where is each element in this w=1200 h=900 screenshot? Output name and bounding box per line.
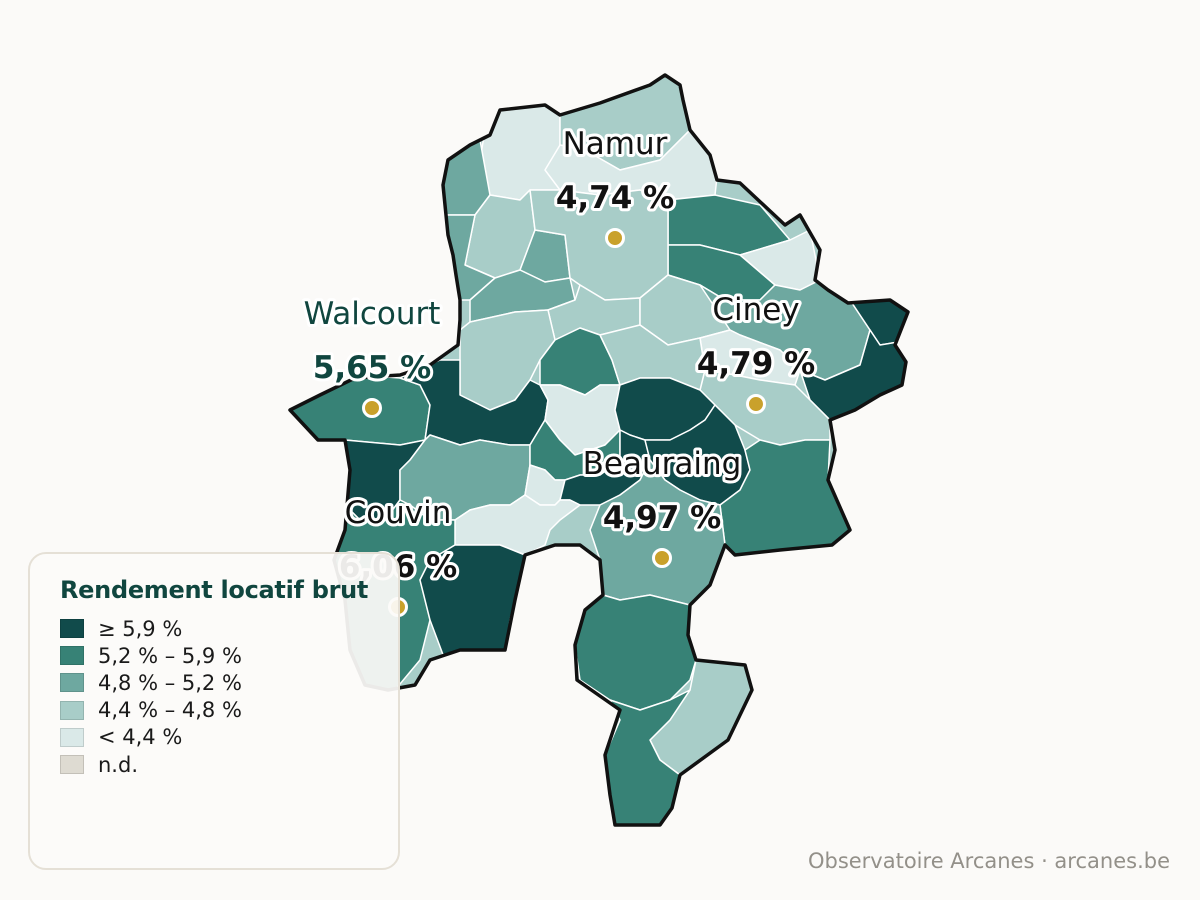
legend-item: < 4,4 % xyxy=(60,724,398,751)
legend-label: 5,2 % – 5,9 % xyxy=(98,643,242,668)
city-namur: Namur 4,74 % xyxy=(553,123,677,248)
legend-swatch xyxy=(60,700,84,720)
legend-item: 5,2 % – 5,9 % xyxy=(60,642,398,669)
city-beauraing: Beauraing 4,97 % xyxy=(580,443,744,568)
city-marker xyxy=(746,394,766,414)
city-marker xyxy=(362,398,382,418)
city-name-label: Namur xyxy=(563,126,668,162)
map-legend: Rendement locatif brut ≥ 5,9 % 5,2 % – 5… xyxy=(28,552,400,870)
city-ciney: Ciney 4,79 % xyxy=(694,289,818,414)
legend-label: < 4,4 % xyxy=(98,725,183,750)
city-name-label: Walcourt xyxy=(304,296,441,332)
legend-item: 4,4 % – 4,8 % xyxy=(60,697,398,724)
source-credit: Observatoire Arcanes · arcanes.be xyxy=(807,849,1170,873)
legend-item: ≥ 5,9 % xyxy=(60,615,398,642)
city-marker xyxy=(605,228,625,248)
legend-label: 4,4 % – 4,8 % xyxy=(98,698,242,723)
legend-swatch xyxy=(60,646,84,666)
city-value-label: 5,65 % xyxy=(313,350,431,386)
legend-swatch xyxy=(60,619,84,639)
city-name-label: Beauraing xyxy=(583,446,742,482)
legend-item: 4,8 % – 5,2 % xyxy=(60,669,398,696)
legend-label: 4,8 % – 5,2 % xyxy=(98,670,242,695)
city-value-label: 4,74 % xyxy=(556,180,674,216)
province-outline xyxy=(288,73,910,827)
legend-swatch xyxy=(60,727,84,747)
legend-swatch xyxy=(60,755,84,775)
legend-title: Rendement locatif brut xyxy=(60,576,369,604)
city-value-label: 4,97 % xyxy=(603,500,721,536)
city-walcourt: Walcourt 5,65 % xyxy=(301,293,443,418)
legend-label: ≥ 5,9 % xyxy=(98,616,183,641)
city-name-label: Ciney xyxy=(712,292,799,328)
legend-swatch xyxy=(60,673,84,693)
legend-item: n.d. xyxy=(60,751,398,778)
city-name-label: Couvin xyxy=(345,495,452,531)
city-marker xyxy=(652,548,672,568)
city-value-label: 4,79 % xyxy=(697,346,815,382)
legend-label: n.d. xyxy=(98,752,138,777)
